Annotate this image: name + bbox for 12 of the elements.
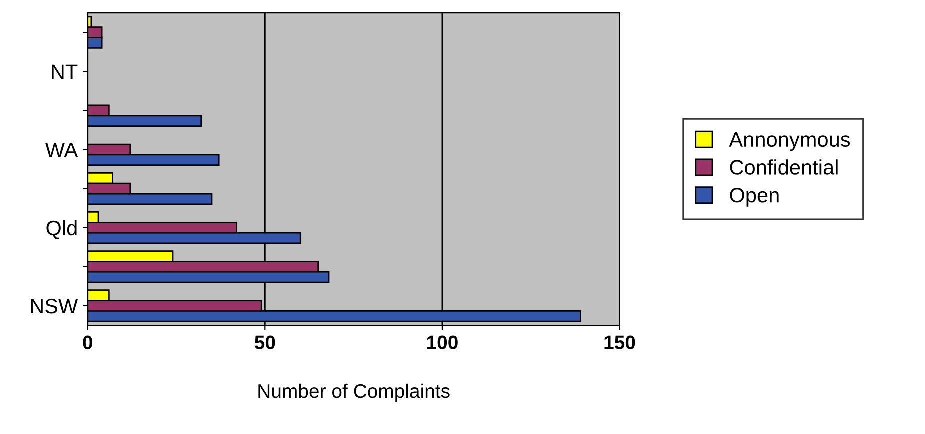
legend-label: Confidential <box>730 160 838 175</box>
x-axis-title: Number of Complaints <box>258 384 450 402</box>
x-tick-label: 150 <box>604 336 636 350</box>
x-tick-label: 50 <box>254 336 276 350</box>
x-tick-label: 0 <box>83 336 92 350</box>
y-tick-label: WA <box>45 142 78 158</box>
y-tick-label: NT <box>52 64 78 80</box>
y-tick-label: Qld <box>46 220 77 240</box>
legend-label: Open <box>730 188 779 207</box>
y-tick-label: NSW <box>31 298 78 314</box>
x-tick-label: 100 <box>427 336 458 350</box>
legend-label: Annonymous <box>729 132 850 152</box>
